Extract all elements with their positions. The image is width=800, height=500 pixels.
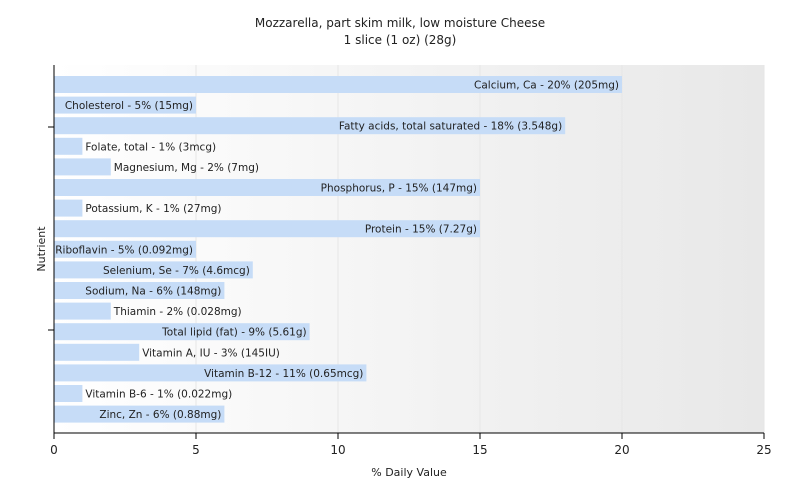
x-tick-label: 15 [472, 443, 487, 457]
bar [54, 96, 196, 114]
bar [54, 261, 253, 279]
bar-labels: Calcium, Ca - 20% (205mg) Cholesterol - 5… [55, 80, 619, 422]
bar [54, 179, 480, 196]
bar-label: Potassium, K - 1% (27mg) [85, 203, 221, 215]
bar [54, 385, 83, 402]
bar [54, 302, 111, 320]
bar [54, 364, 367, 382]
bar [54, 117, 566, 135]
x-tick-label: 25 [756, 443, 771, 457]
x-axis-title: % Daily Value [371, 466, 447, 479]
x-tick-label: 5 [192, 443, 200, 457]
bar [54, 405, 225, 423]
chart-title: Mozzarella, part skim milk, low moisture… [255, 16, 545, 30]
bar-label: Phosphorus, P - 15% (147mg) [321, 183, 477, 195]
bar [54, 76, 622, 93]
bars [54, 76, 622, 423]
bar-label: Vitamin B-6 - 1% (0.022mg) [85, 389, 232, 401]
bar-label: Calcium, Ca - 20% (205mg) [474, 80, 619, 92]
bar [54, 158, 111, 176]
bar [54, 220, 480, 238]
bar-label: Magnesium, Mg - 2% (7mg) [114, 162, 259, 174]
x-axis-ticks: 0 5 10 15 20 25 [50, 433, 772, 457]
x-tick-label: 20 [614, 443, 629, 457]
bar [54, 343, 140, 361]
x-tick-label: 10 [330, 443, 345, 457]
bar-label: Total lipid (fat) - 9% (5.61g) [161, 327, 306, 339]
bar [54, 323, 310, 341]
bar-label: Folate, total - 1% (3mcg) [85, 141, 216, 153]
bar-label: Cholesterol - 5% (15mg) [65, 100, 193, 112]
bar [54, 137, 83, 155]
bar-label: Thiamin - 2% (0.028mg) [113, 306, 242, 318]
y-axis-title: Nutrient [35, 226, 48, 272]
bar-label: Fatty acids, total saturated - 18% (3.54… [339, 121, 562, 133]
bar-label: Selenium, Se - 7% (4.6mcg) [103, 265, 250, 277]
bar-label: Riboflavin - 5% (0.092mg) [55, 244, 193, 256]
x-tick-label: 0 [50, 443, 58, 457]
bar-label: Protein - 15% (7.27g) [365, 224, 477, 236]
bar [54, 282, 225, 299]
bar-label: Sodium, Na - 6% (148mg) [85, 286, 221, 298]
chart-subtitle: 1 slice (1 oz) (28g) [344, 33, 457, 47]
bar-label: Vitamin B-12 - 11% (0.65mcg) [204, 368, 363, 380]
bar [54, 199, 83, 217]
bar-label: Zinc, Zn - 6% (0.88mg) [99, 409, 221, 421]
bar [54, 240, 196, 258]
bar-label: Vitamin A, IU - 3% (145IU) [142, 347, 280, 359]
